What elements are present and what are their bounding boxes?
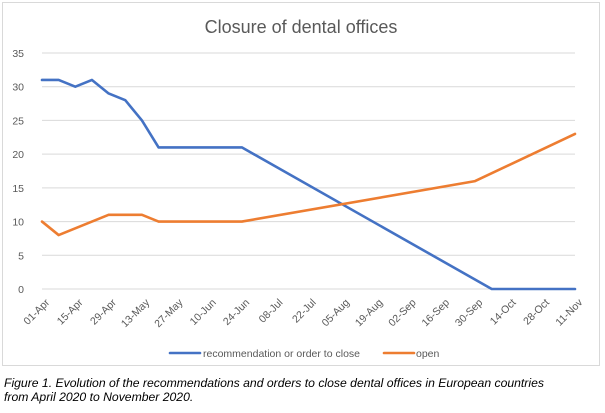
y-tick-label: 10 (12, 217, 24, 229)
x-tick-label: 29-Apr (88, 296, 119, 327)
x-tick-label: 10-Jun (188, 297, 219, 328)
chart-frame: Closure of dental offices 0 5 10 15 20 25 30 35… (2, 2, 600, 366)
series-lines (40, 78, 577, 291)
y-tick-label: 30 (12, 82, 24, 94)
series-line-close (40, 78, 577, 291)
x-tick-label: 01-Apr (21, 296, 52, 327)
y-axis-tick-labels: 0 5 10 15 20 25 30 35 (12, 48, 24, 296)
x-tick-label: 27-May (152, 296, 186, 330)
caption-line-1: Figure 1. Evolution of the recommendatio… (4, 376, 544, 390)
caption-line-2: from April 2020 to November 2020. (4, 390, 194, 404)
y-tick-label: 25 (12, 115, 24, 127)
x-tick-label: 24-Jun (221, 297, 252, 328)
x-tick-label: 05-Aug (320, 297, 353, 330)
x-tick-label: 19-Aug (353, 297, 386, 330)
x-tick-label: 13-May (119, 296, 153, 330)
legend-label-close: recommendation or order to close (203, 348, 360, 360)
legend-label-open: open (416, 348, 440, 360)
x-tick-label: 11-Nov (553, 296, 585, 328)
x-tick-label: 30-Sep (453, 297, 486, 330)
x-tick-label: 28-Oct (521, 297, 552, 328)
x-tick-label: 22-Jul (290, 297, 319, 326)
gridlines (42, 52, 575, 290)
x-tick-label: 16-Sep (420, 297, 453, 330)
x-tick-label: 08-Jul (257, 297, 286, 326)
x-tick-label: 02-Sep (386, 297, 419, 330)
x-tick-label: 14-Oct (488, 297, 519, 328)
series-line-open (40, 132, 577, 237)
y-tick-label: 0 (18, 284, 24, 296)
x-tick-label: 15-Apr (55, 296, 86, 327)
chart-title: Closure of dental offices (205, 17, 398, 37)
x-axis-tick-labels: 01-Apr 15-Apr 29-Apr 13-May 27-May 10-Jun 24-J… (21, 296, 585, 330)
legend: recommendation or order to close open (168, 348, 440, 360)
y-tick-label: 20 (12, 149, 24, 161)
y-tick-label: 5 (18, 250, 24, 262)
y-tick-label: 35 (12, 48, 24, 60)
line-chart: Closure of dental offices 0 5 10 15 20 25 30 35… (12, 17, 585, 360)
figure-caption: Figure 1. Evolution of the recommendatio… (4, 376, 602, 404)
y-tick-label: 15 (12, 183, 24, 195)
